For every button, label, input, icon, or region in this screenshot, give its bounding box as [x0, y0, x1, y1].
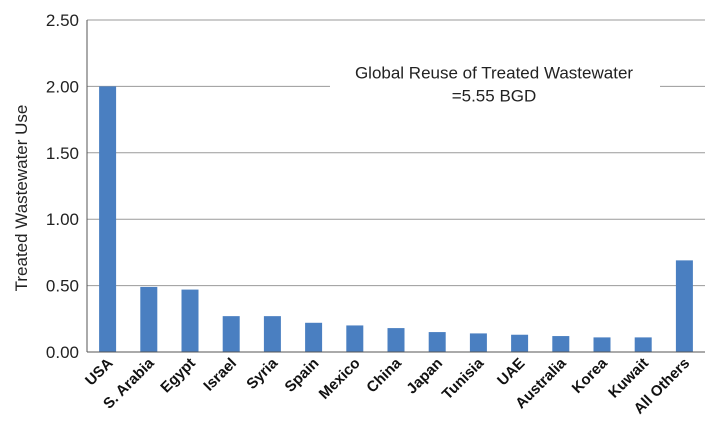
y-tick-labels: 0.00 0.50 1.00 1.50 2.00 2.50	[46, 11, 79, 362]
x-tick-label: Egypt	[157, 355, 198, 396]
y-tick-label: 0.00	[46, 343, 79, 362]
bar-uae	[511, 334, 529, 352]
bar-all-others	[675, 260, 693, 352]
y-tick-label: 2.50	[46, 11, 79, 30]
bar-spain	[305, 322, 323, 352]
annotation-line-2: =5.55 BGD	[452, 86, 537, 105]
y-tick-label: 0.50	[46, 277, 79, 296]
bars	[99, 86, 693, 353]
x-tick-label: Israel	[200, 355, 240, 395]
annotation-background	[330, 82, 660, 91]
bar-israel	[222, 316, 240, 352]
bar-mexico	[346, 325, 364, 352]
y-tick-label: 1.50	[46, 144, 79, 163]
bar-australia	[552, 336, 570, 352]
x-tick-label: Tunisia	[439, 354, 488, 403]
bar-kuwait	[634, 337, 652, 352]
y-tick-label: 2.00	[46, 77, 79, 96]
x-tick-label: China	[363, 354, 405, 396]
bar-china	[387, 328, 405, 352]
x-tick-label: Syria	[243, 354, 281, 392]
axes	[86, 20, 705, 353]
y-tick-label: 1.00	[46, 210, 79, 229]
bar-egypt	[181, 289, 199, 352]
x-tick-label: USA	[82, 355, 117, 390]
x-tick-label: Mexico	[316, 355, 364, 403]
bar-tunisia	[469, 333, 487, 352]
y-axis-label: Treated Wastewater Use	[12, 105, 31, 292]
bar-s-arabia	[140, 286, 158, 352]
bar-usa	[99, 86, 117, 353]
annotation-line-1: Global Reuse of Treated Wastewater	[355, 63, 633, 82]
bar-japan	[428, 332, 446, 352]
x-tick-label: UAE	[494, 355, 528, 389]
bar-korea	[593, 337, 611, 352]
gridlines	[87, 19, 705, 287]
bar-syria	[263, 316, 281, 352]
